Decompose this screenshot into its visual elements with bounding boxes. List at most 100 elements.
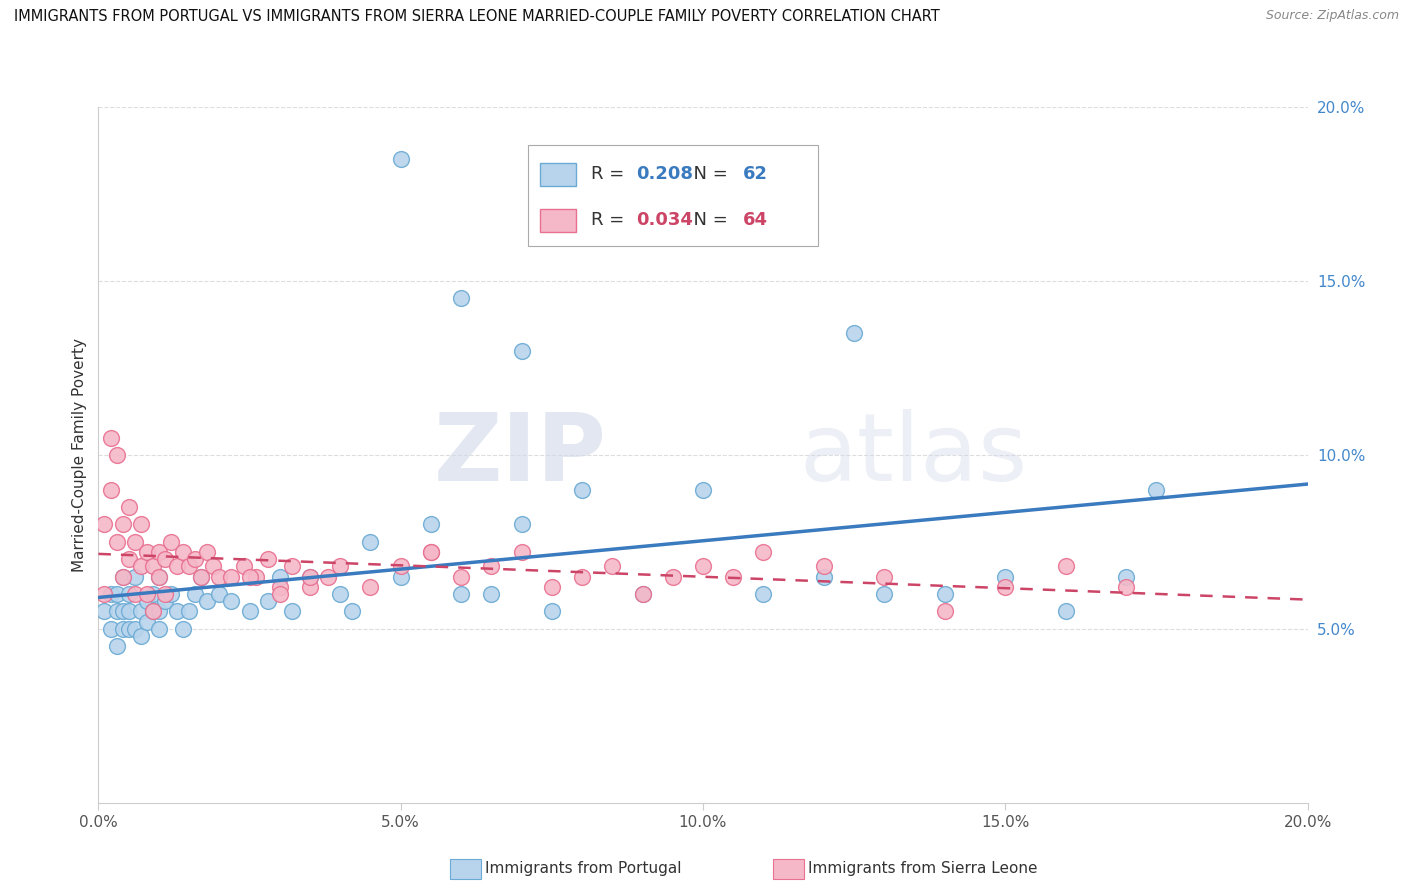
Point [1115,570,1137,584]
Point [177,559,201,574]
Point [105,587,128,601]
Point [256,594,278,608]
Point [172,622,194,636]
Point [142,605,165,619]
Point [118,500,141,514]
Text: Immigrants from Portugal: Immigrants from Portugal [485,862,682,876]
Point [419,545,441,559]
Point [111,605,134,619]
Point [602,559,624,574]
Point [631,587,654,601]
Text: Immigrants from Sierra Leone: Immigrants from Sierra Leone [808,862,1038,876]
Point [844,326,866,340]
Point [934,587,956,601]
Point [129,517,152,532]
Point [1054,605,1077,619]
Point [160,534,183,549]
Point [481,559,503,574]
Point [510,517,533,532]
Point [571,483,593,497]
Text: IMMIGRANTS FROM PORTUGAL VS IMMIGRANTS FROM SIERRA LEONE MARRIED-COUPLE FAMILY P: IMMIGRANTS FROM PORTUGAL VS IMMIGRANTS F… [14,9,939,24]
Point [571,570,593,584]
Point [661,570,683,584]
Text: N =: N = [682,211,734,229]
Point [118,587,141,601]
Text: 62: 62 [742,165,768,183]
Point [135,545,157,559]
Point [360,534,382,549]
Point [135,615,157,629]
Text: Source: ZipAtlas.com: Source: ZipAtlas.com [1265,9,1399,22]
Point [221,570,243,584]
Point [1054,559,1077,574]
Point [129,605,152,619]
Point [232,559,254,574]
Point [148,570,170,584]
Point [389,559,412,574]
Point [148,605,170,619]
Point [239,605,262,619]
Point [100,431,122,445]
Point [994,580,1017,594]
Point [721,570,744,584]
Point [692,483,714,497]
Point [419,545,441,559]
Point [813,559,835,574]
Text: R =: R = [591,165,630,183]
Point [202,559,225,574]
Point [934,605,956,619]
Point [148,570,170,584]
Point [153,587,176,601]
Point [100,622,122,636]
FancyBboxPatch shape [527,145,818,246]
Point [111,517,134,532]
Point [129,559,152,574]
Point [450,587,472,601]
Point [245,570,267,584]
Point [177,605,201,619]
Point [142,587,165,601]
Point [329,559,352,574]
Point [281,559,304,574]
Point [148,622,170,636]
Point [450,570,472,584]
Point [692,559,714,574]
Point [269,570,291,584]
Point [873,587,896,601]
Point [160,587,183,601]
Point [124,587,146,601]
Point [184,587,207,601]
Point [124,570,146,584]
Point [190,570,212,584]
Text: atlas: atlas [800,409,1028,501]
Point [419,517,441,532]
Point [752,587,775,601]
Point [631,587,654,601]
Point [153,594,176,608]
Text: ZIP: ZIP [433,409,606,501]
Point [166,605,188,619]
Text: N =: N = [682,165,734,183]
Point [510,545,533,559]
Point [481,587,503,601]
Point [360,580,382,594]
Point [994,570,1017,584]
Point [142,605,165,619]
Point [118,552,141,566]
Point [118,605,141,619]
Text: 0.208: 0.208 [637,165,693,183]
Point [190,570,212,584]
Point [329,587,352,601]
Point [172,545,194,559]
Point [450,291,472,305]
Point [299,570,322,584]
Point [342,605,364,619]
Point [118,622,141,636]
Point [111,570,134,584]
FancyBboxPatch shape [540,210,576,232]
Point [105,448,128,462]
Point [93,587,115,601]
Text: 0.034: 0.034 [637,211,693,229]
Y-axis label: Married-Couple Family Poverty: Married-Couple Family Poverty [72,338,87,572]
Point [873,570,896,584]
